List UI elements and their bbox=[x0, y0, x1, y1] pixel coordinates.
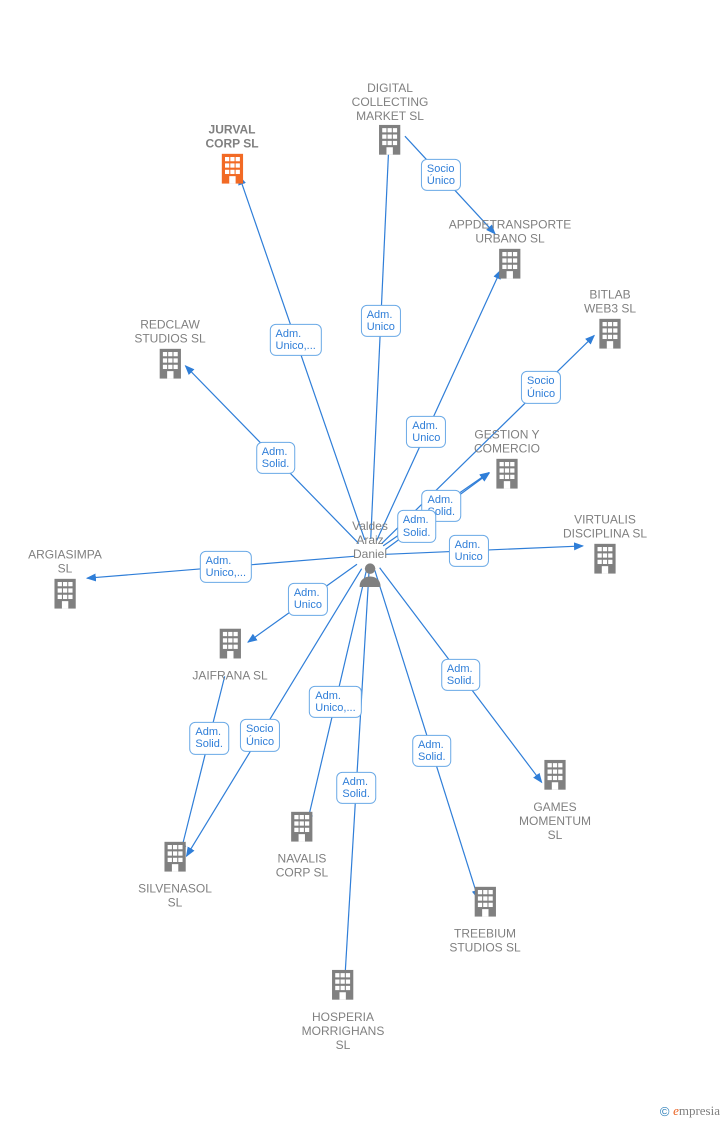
edge-label: Adm. Unico,... bbox=[200, 551, 252, 583]
node-label: Valdes Araiz Daniel bbox=[352, 520, 388, 561]
edge-label: Socio Único bbox=[521, 371, 561, 403]
building-icon bbox=[153, 346, 187, 385]
edge-label: Adm. Unico bbox=[361, 305, 401, 337]
node-label: ARGIASIMPA SL bbox=[28, 549, 102, 577]
edge bbox=[371, 142, 389, 539]
edge-label: Socio Único bbox=[421, 159, 461, 191]
building-icon bbox=[158, 840, 192, 879]
building-icon bbox=[468, 885, 502, 924]
node-silvenasol: SILVENASOL SL bbox=[138, 840, 212, 911]
node-label: REDCLAW STUDIOS SL bbox=[134, 319, 205, 347]
node-navalis: NAVALIS CORP SL bbox=[276, 810, 328, 881]
node-label: JAIFRANA SL bbox=[192, 670, 267, 684]
edge-label: Socio Único bbox=[240, 719, 280, 751]
edge-label: Adm. Solid. bbox=[397, 510, 437, 542]
edge-label: Adm. Solid. bbox=[189, 722, 229, 754]
building-icon bbox=[538, 758, 572, 797]
node-virtualis: VIRTUALIS DISCIPLINA SL bbox=[563, 510, 647, 581]
person-icon bbox=[356, 561, 384, 594]
edge-label: Adm. Unico bbox=[449, 535, 489, 567]
node-gestion: GESTION Y COMERCIO bbox=[474, 425, 540, 496]
node-apptransporte: APPDETRANSPORTE URBANO SL bbox=[449, 215, 571, 286]
node-label: SILVENASOL SL bbox=[138, 883, 212, 911]
building-icon bbox=[593, 316, 627, 355]
edge bbox=[239, 176, 365, 540]
edge-label: Adm. Solid. bbox=[336, 772, 376, 804]
node-label: GESTION Y COMERCIO bbox=[474, 429, 540, 457]
node-label: NAVALIS CORP SL bbox=[276, 853, 328, 881]
node-games: GAMES MOMENTUM SL bbox=[519, 758, 591, 842]
edge-label: Adm. Unico bbox=[406, 416, 446, 448]
building-icon bbox=[588, 541, 622, 580]
edge-label: Adm. Solid. bbox=[441, 659, 481, 691]
network-diagram: © empresia Adm. Unico,... Adm. Unico Adm. … bbox=[0, 0, 728, 1125]
edge-label: Adm. Solid. bbox=[256, 442, 296, 474]
node-redclaw: REDCLAW STUDIOS SL bbox=[134, 315, 205, 386]
node-digital: DIGITAL COLLECTING MARKET SL bbox=[352, 78, 429, 162]
building-icon bbox=[490, 456, 524, 495]
building-icon bbox=[215, 151, 249, 190]
edge-label: Adm. Unico bbox=[288, 583, 328, 615]
building-icon bbox=[213, 627, 247, 666]
node-label: APPDETRANSPORTE URBANO SL bbox=[449, 219, 571, 247]
node-hosperia: HOSPERIA MORRIGHANS SL bbox=[302, 968, 385, 1052]
building-icon bbox=[326, 968, 360, 1007]
edge bbox=[180, 676, 224, 853]
node-label: BITLAB WEB3 SL bbox=[584, 289, 636, 317]
node-label: GAMES MOMENTUM SL bbox=[519, 801, 591, 842]
node-bitlab: BITLAB WEB3 SL bbox=[584, 285, 636, 356]
node-argiasimpa: ARGIASIMPA SL bbox=[28, 545, 102, 616]
building-icon bbox=[285, 810, 319, 849]
building-icon bbox=[373, 123, 407, 162]
node-treebium: TREEBIUM STUDIOS SL bbox=[449, 885, 520, 956]
node-jurval: JURVAL CORP SL bbox=[205, 120, 258, 191]
node-label: HOSPERIA MORRIGHANS SL bbox=[302, 1011, 385, 1052]
node-label: JURVAL CORP SL bbox=[205, 124, 258, 152]
node-label: VIRTUALIS DISCIPLINA SL bbox=[563, 514, 647, 542]
footer-watermark: © empresia bbox=[660, 1103, 720, 1119]
node-label: DIGITAL COLLECTING MARKET SL bbox=[352, 82, 429, 123]
edge-label: Adm. Unico,... bbox=[270, 324, 322, 356]
node-jaifrana: JAIFRANA SL bbox=[192, 627, 267, 684]
building-icon bbox=[493, 246, 527, 285]
edge-label: Adm. Solid. bbox=[412, 735, 452, 767]
node-label: TREEBIUM STUDIOS SL bbox=[449, 928, 520, 956]
edge-label: Adm. Unico,... bbox=[309, 686, 361, 718]
center-node: Valdes Araiz Daniel bbox=[352, 516, 388, 594]
building-icon bbox=[48, 576, 82, 615]
